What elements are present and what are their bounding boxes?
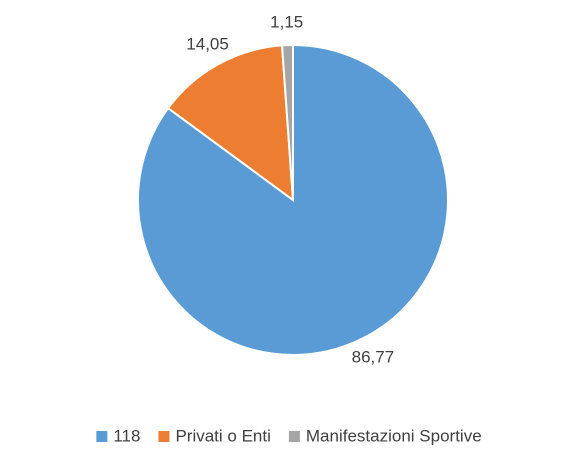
legend-swatch [96, 431, 108, 442]
legend-label: 118 [113, 426, 140, 445]
pie-slice [280, 43, 294, 201]
legend-swatch [288, 431, 300, 442]
data-label: 86,77 [352, 347, 395, 366]
pie-slice [166, 44, 295, 203]
data-label: 1,15 [270, 13, 303, 32]
legend-label: Manifestazioni Sportive [306, 426, 482, 445]
data-label: 14,05 [186, 34, 229, 53]
legend-swatch [158, 431, 170, 442]
legend-label: Privati o Enti [175, 426, 270, 445]
